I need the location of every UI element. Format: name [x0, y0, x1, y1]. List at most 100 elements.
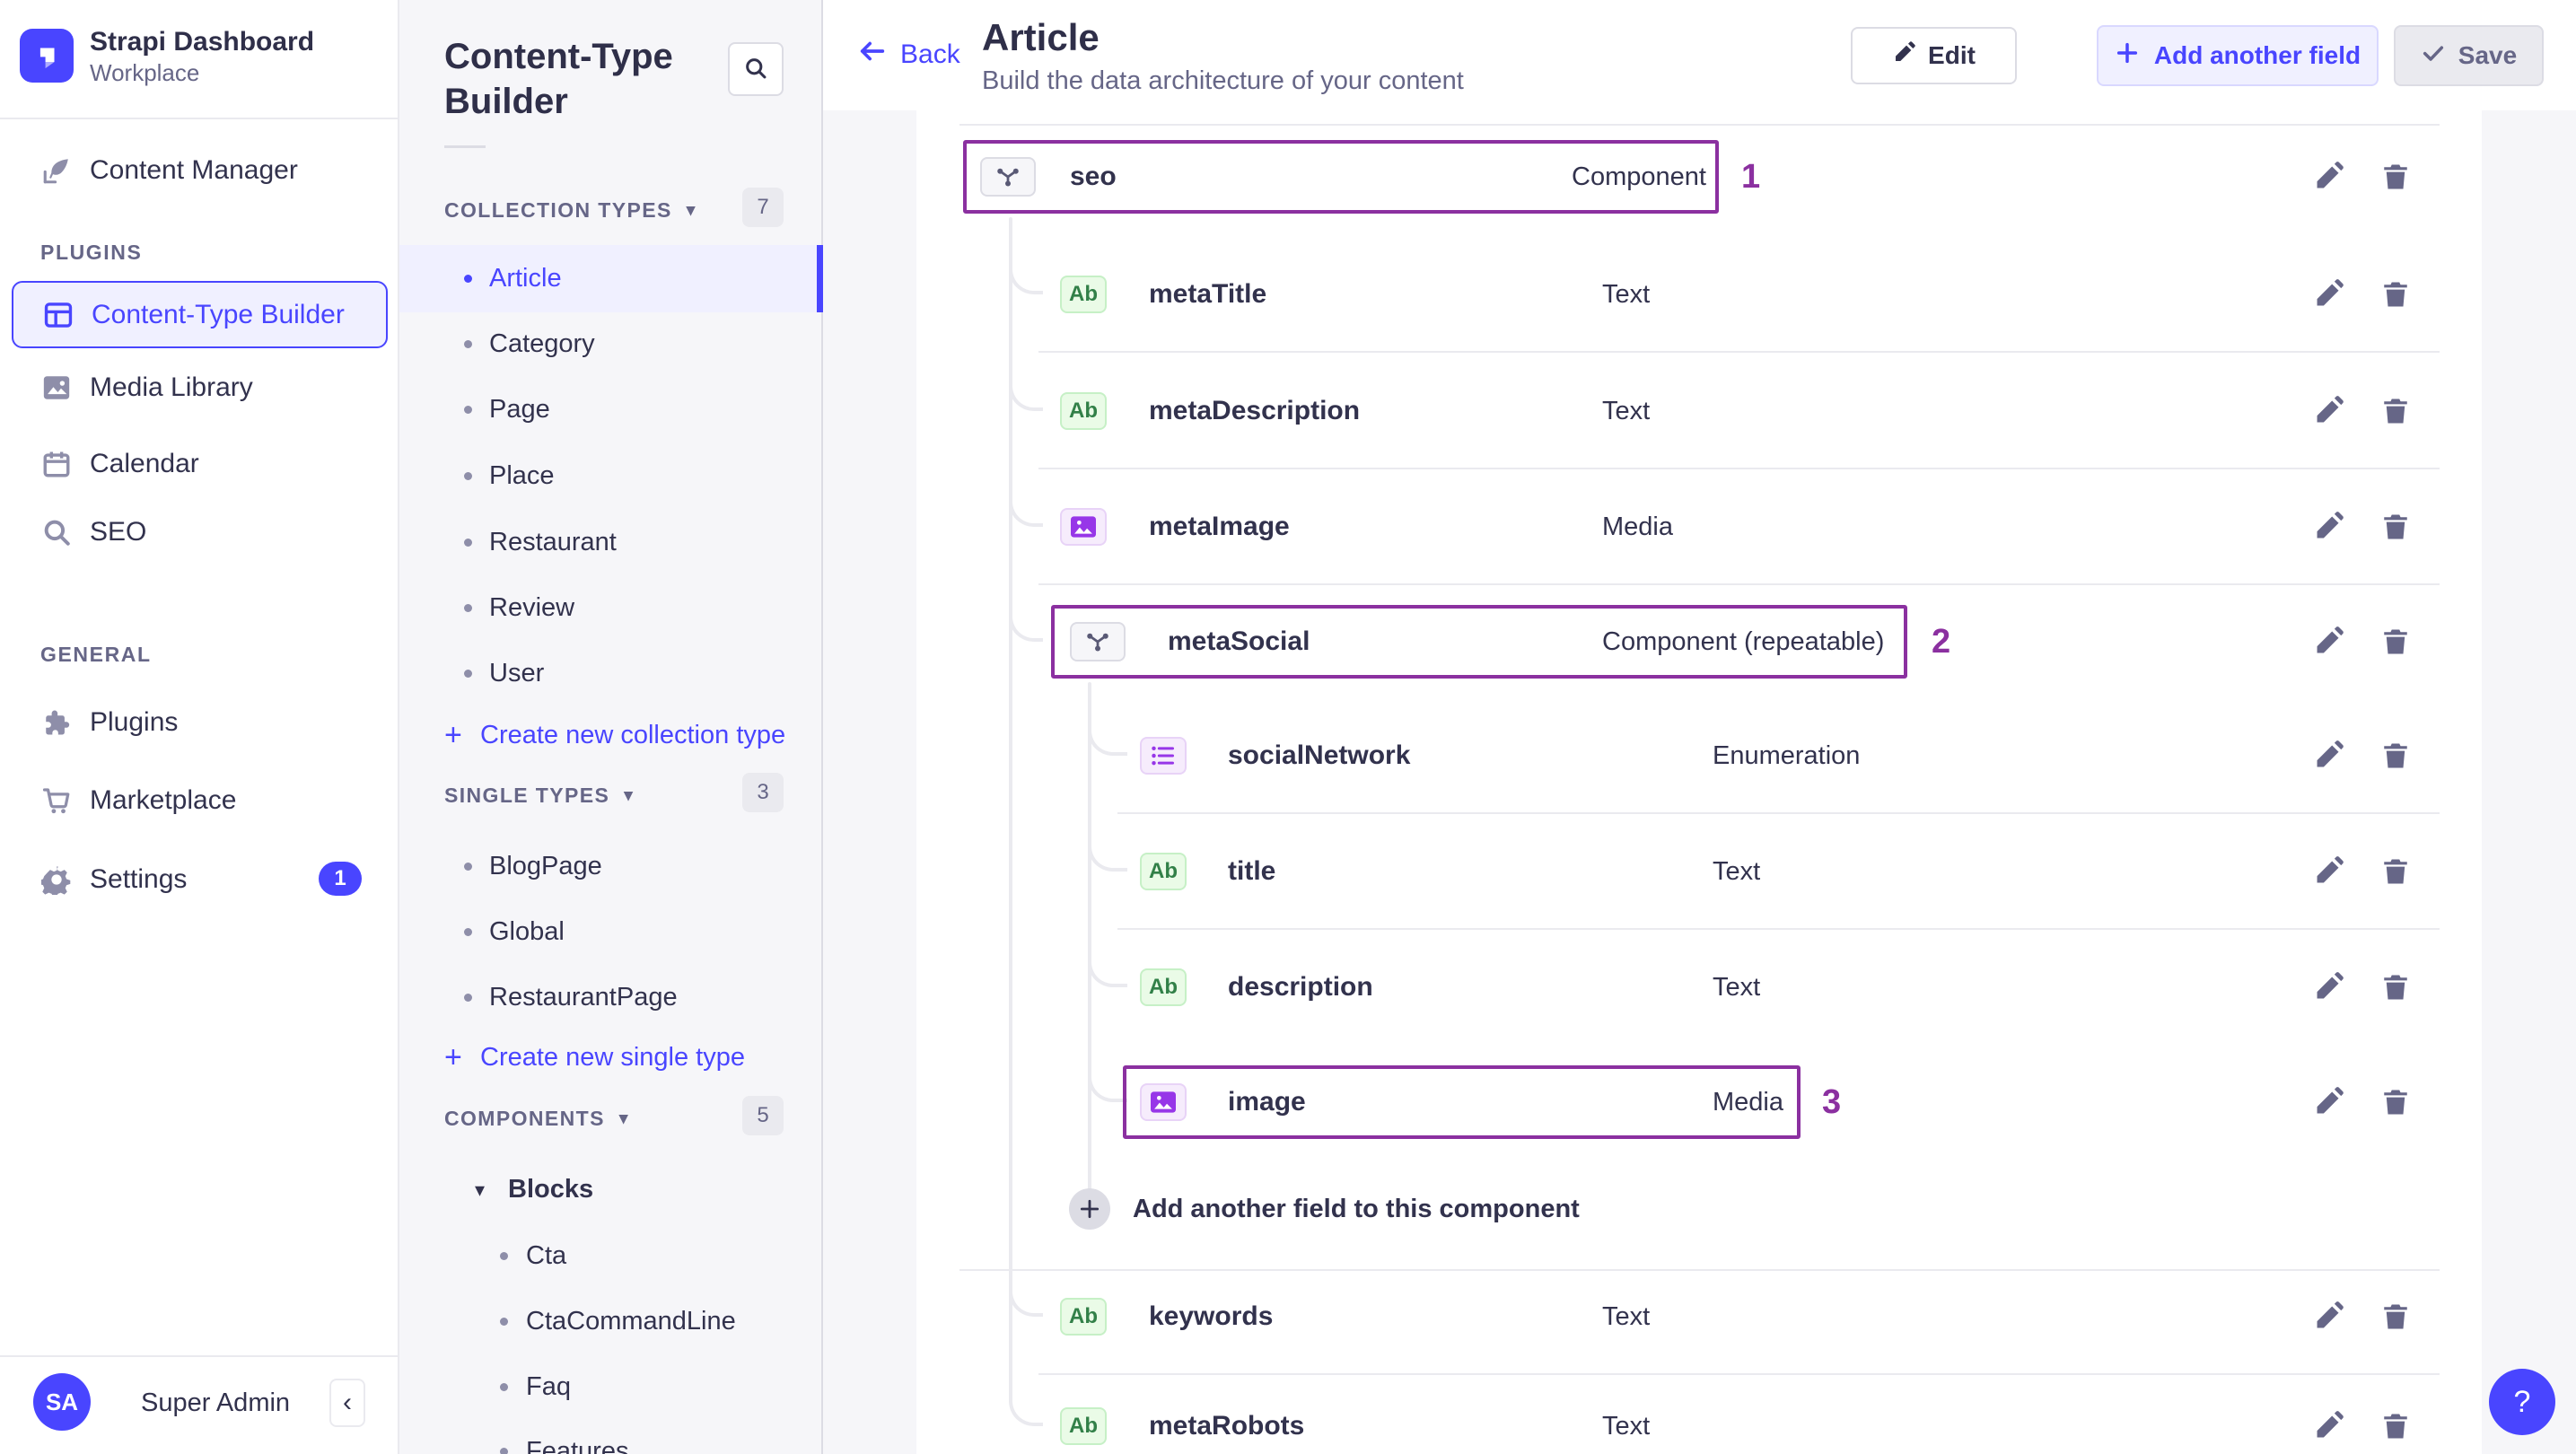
- add-another-field-button[interactable]: Add another field: [2097, 25, 2379, 86]
- nav-item-marketplace[interactable]: Marketplace: [0, 773, 399, 828]
- help-button[interactable]: ?: [2489, 1369, 2555, 1435]
- field-type: Enumeration: [1713, 740, 1861, 770]
- edit-field-button[interactable]: [2311, 277, 2345, 311]
- sidebar-item-blocks[interactable]: ▾ Blocks: [475, 1175, 594, 1204]
- sidebar-item-faq[interactable]: Faq: [399, 1354, 823, 1420]
- nav-label: Marketplace: [90, 785, 237, 815]
- builder-sidebar: Content-Type Builder COLLECTION TYPES ▾ …: [399, 0, 823, 1454]
- nav-section-general: GENERAL: [40, 643, 152, 666]
- delete-field-button[interactable]: [2379, 510, 2413, 544]
- edit-field-button[interactable]: [2311, 510, 2345, 544]
- delete-field-button[interactable]: [2379, 160, 2413, 194]
- strapi-logo-icon: [20, 29, 74, 83]
- sidebar-item-features[interactable]: Features: [399, 1419, 823, 1454]
- delete-field-button[interactable]: [2379, 1085, 2413, 1119]
- nav-item-content-type-builder[interactable]: Content-Type Builder: [12, 281, 388, 348]
- field-name: metaTitle: [1149, 279, 1267, 309]
- field-type: Component (repeatable): [1602, 626, 1885, 656]
- field-name: metaImage: [1149, 512, 1290, 541]
- create-single-type-link[interactable]: + Create new single type: [444, 1040, 745, 1074]
- edit-field-button[interactable]: [2311, 1409, 2345, 1443]
- delete-field-button[interactable]: [2379, 970, 2413, 1004]
- delete-field-button[interactable]: [2379, 739, 2413, 773]
- tree-line: [1009, 217, 1012, 1394]
- nav-item-seo[interactable]: SEO: [0, 504, 399, 560]
- sidebar-item-user[interactable]: User: [399, 641, 823, 706]
- delete-field-button[interactable]: [2379, 277, 2413, 311]
- field-name: description: [1228, 972, 1373, 1002]
- bullet-icon: [464, 406, 472, 414]
- picture-icon: [40, 372, 73, 404]
- delete-field-button[interactable]: [2379, 854, 2413, 889]
- collapse-sidebar-button[interactable]: ‹: [329, 1379, 365, 1427]
- bullet-icon: [464, 340, 472, 348]
- edit-field-button[interactable]: [2311, 970, 2345, 1004]
- avatar[interactable]: SA: [33, 1373, 91, 1431]
- field-type: Media: [1602, 512, 1673, 541]
- edit-field-button[interactable]: [2311, 394, 2345, 428]
- nav-label: Plugins: [90, 707, 179, 737]
- pencil-icon: [1892, 40, 1915, 71]
- edit-field-button[interactable]: [2311, 1300, 2345, 1334]
- edit-field-button[interactable]: [2311, 1085, 2345, 1119]
- components-header[interactable]: COMPONENTS ▾: [444, 1106, 629, 1130]
- tree-elbow: [1088, 1061, 1127, 1102]
- save-button[interactable]: Save: [2394, 25, 2544, 86]
- edit-field-button[interactable]: [2311, 854, 2345, 889]
- field-type: Text: [1602, 1301, 1651, 1331]
- divider: [1117, 812, 2440, 814]
- nav-label: Content-Type Builder: [92, 299, 345, 329]
- field-type: Component: [1572, 162, 1706, 191]
- sidebar-item-place[interactable]: Place: [399, 443, 823, 509]
- page-header: Back Article Build the data architecture…: [823, 0, 2576, 110]
- field-type: Media: [1713, 1087, 1783, 1117]
- field-row-description: Ab description Text: [916, 950, 2482, 1024]
- field-name: metaSocial: [1168, 626, 1310, 656]
- edit-field-button[interactable]: [2311, 739, 2345, 773]
- media-field-icon: [1060, 508, 1107, 546]
- bullet-icon: [500, 1448, 508, 1454]
- back-link[interactable]: Back: [857, 36, 960, 74]
- app-title: Strapi Dashboard: [90, 27, 315, 57]
- sidebar-item-restaurantpage[interactable]: RestaurantPage: [399, 965, 823, 1030]
- search-button[interactable]: [728, 42, 784, 96]
- delete-field-button[interactable]: [2379, 625, 2413, 659]
- edit-field-button[interactable]: [2311, 625, 2345, 659]
- field-name: metaRobots: [1149, 1411, 1305, 1441]
- delete-field-button[interactable]: [2379, 1409, 2413, 1443]
- nav-item-plugins[interactable]: Plugins: [0, 695, 399, 750]
- component-field-icon: [980, 157, 1036, 197]
- nav-item-media-library[interactable]: Media Library: [0, 360, 399, 416]
- single-types-header[interactable]: SINGLE TYPES ▾: [444, 783, 635, 807]
- sidebar-item-article[interactable]: Article: [399, 245, 823, 312]
- collection-types-header[interactable]: COLLECTION TYPES ▾: [444, 197, 697, 222]
- delete-field-button[interactable]: [2379, 1300, 2413, 1334]
- add-field-to-component-button[interactable]: Add another field to this component: [916, 1172, 2482, 1246]
- text-field-icon: Ab: [1060, 1298, 1107, 1336]
- sidebar-item-category[interactable]: Category: [399, 311, 823, 377]
- sidebar-item-ctacommandline[interactable]: CtaCommandLine: [399, 1289, 823, 1354]
- sidebar-item-page[interactable]: Page: [399, 377, 823, 442]
- annotation-number-1: 1: [1741, 158, 1761, 196]
- workspace-name: Workplace: [90, 59, 200, 86]
- text-field-icon: Ab: [1060, 392, 1107, 430]
- check-icon: [2421, 40, 2446, 72]
- search-icon: [40, 516, 73, 548]
- sidebar-item-review[interactable]: Review: [399, 575, 823, 641]
- single-types-count: 3: [742, 773, 784, 812]
- nav-item-content-manager[interactable]: Content Manager: [0, 143, 399, 198]
- field-type: Text: [1713, 972, 1761, 1002]
- edit-button[interactable]: Edit: [1851, 27, 2017, 84]
- sidebar-item-restaurant[interactable]: Restaurant: [399, 510, 823, 575]
- create-collection-type-link[interactable]: + Create new collection type: [444, 718, 786, 752]
- edit-field-button[interactable]: [2311, 160, 2345, 194]
- sidebar-item-blogpage[interactable]: BlogPage: [399, 834, 823, 899]
- bullet-icon: [464, 994, 472, 1002]
- page-title: Article: [982, 16, 1100, 58]
- sidebar-item-global[interactable]: Global: [399, 899, 823, 965]
- nav-item-settings[interactable]: Settings 1: [0, 852, 399, 907]
- delete-field-button[interactable]: [2379, 394, 2413, 428]
- chevron-down-icon: ▾: [686, 200, 697, 220]
- sidebar-item-cta[interactable]: Cta: [399, 1223, 823, 1289]
- nav-item-calendar[interactable]: Calendar: [0, 436, 399, 492]
